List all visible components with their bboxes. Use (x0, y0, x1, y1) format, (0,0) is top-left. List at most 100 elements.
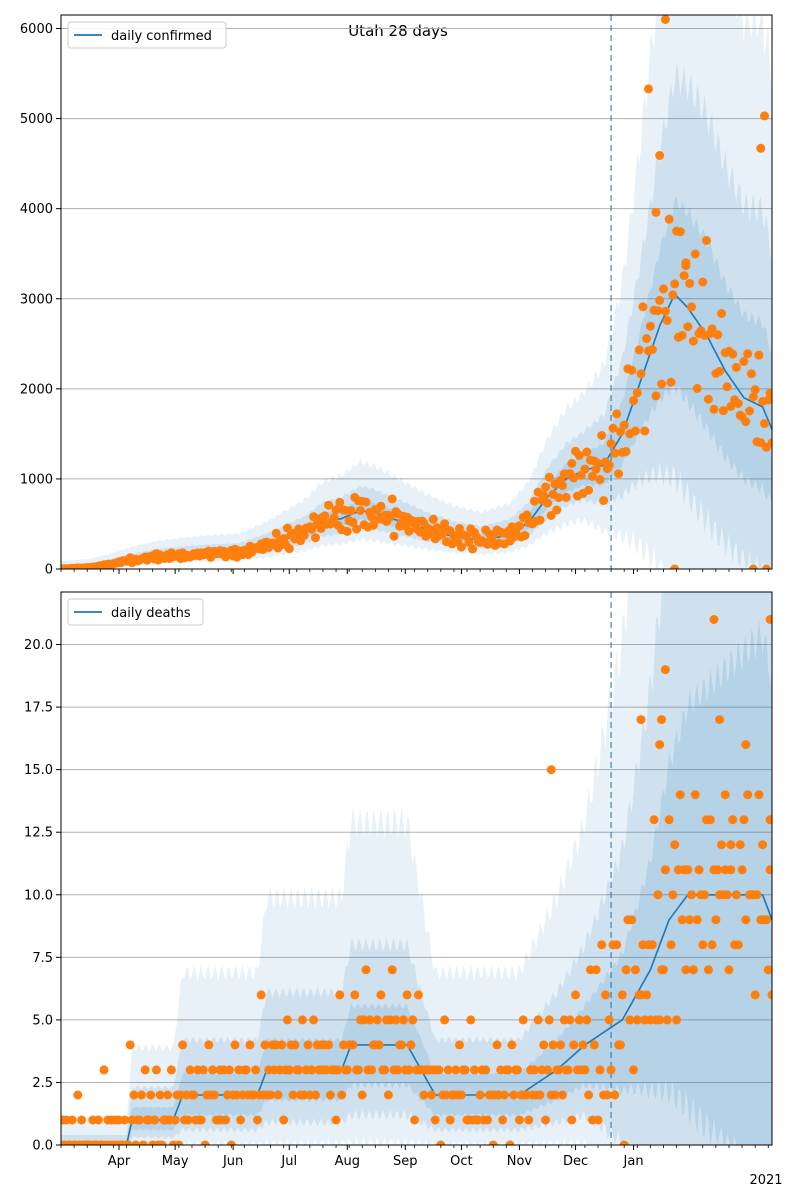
uncertainty-band (61, 62, 772, 569)
observed-point (718, 406, 728, 416)
observed-point (475, 1090, 485, 1100)
observed-point (711, 915, 721, 925)
y-tick-label: 1000 (20, 472, 53, 487)
observed-point (587, 471, 597, 481)
observed-point (309, 1015, 319, 1025)
observed-point (123, 1140, 133, 1145)
observed-point (677, 330, 687, 340)
observed-point (655, 295, 665, 305)
observed-point (739, 357, 749, 366)
observed-point (655, 740, 665, 750)
observed-point (657, 715, 667, 725)
observed-point (185, 1065, 195, 1075)
observed-point (251, 1065, 261, 1075)
observed-point (455, 1040, 464, 1050)
x-tick-label: Jun (222, 1154, 243, 1169)
x-tick-label: Aug (335, 1154, 360, 1169)
model-line (61, 893, 772, 1145)
observed-point (660, 15, 670, 24)
observed-point (670, 840, 680, 850)
y-tick-label: 5000 (20, 112, 53, 127)
observed-point (460, 1065, 470, 1075)
observed-point (629, 396, 638, 406)
observed-point (129, 1090, 139, 1100)
observed-point (737, 865, 747, 875)
observed-point (707, 940, 717, 950)
observed-point (595, 1065, 605, 1075)
observed-point (687, 302, 696, 312)
deaths-chart-panel: 0.0 2.5 5.0 7.5 10.0 12.5 15.0 17.5 20.0 Apr May Ju… (24, 591, 773, 1169)
x-axis-year-label: 2021 (749, 1173, 782, 1188)
observed-point (756, 143, 766, 153)
observed-point (166, 1065, 176, 1075)
observed-point (683, 322, 693, 332)
observed-point (700, 890, 710, 900)
observed-point (698, 277, 708, 287)
observed-point (297, 1015, 307, 1025)
observed-point (664, 815, 674, 825)
observed-point (556, 1040, 566, 1050)
observed-point (520, 531, 530, 540)
observed-point (715, 715, 725, 725)
observed-point (348, 1040, 358, 1050)
observed-point (569, 1040, 579, 1050)
observed-point (93, 1115, 103, 1125)
observed-point (436, 1140, 446, 1145)
observed-point (642, 334, 652, 343)
observed-point (335, 497, 345, 507)
x-tick-label: Jul (280, 1154, 297, 1169)
observed-point (599, 496, 609, 505)
observed-point (402, 990, 412, 1000)
observed-point (443, 1065, 453, 1075)
y-tick-label: 20.0 (24, 638, 53, 653)
observed-point (155, 1090, 165, 1100)
observed-point (350, 990, 360, 1000)
observed-point (630, 426, 640, 436)
observed-point (331, 1115, 341, 1125)
observed-point (726, 840, 736, 850)
observed-point (619, 1140, 629, 1145)
observed-point (260, 1040, 270, 1050)
observed-point (331, 505, 341, 515)
observed-point (670, 564, 680, 569)
observed-point (735, 840, 745, 850)
observed-point (554, 493, 564, 503)
observed-point (507, 1040, 517, 1050)
observed-point (543, 1065, 552, 1075)
observed-point (584, 485, 594, 495)
observed-point (597, 940, 607, 950)
observed-point (580, 464, 590, 474)
observed-point (690, 790, 700, 800)
observed-point (767, 990, 772, 1000)
observed-point (509, 1090, 519, 1100)
observed-point (380, 1065, 390, 1075)
observed-point (303, 1040, 313, 1050)
observed-point (67, 1115, 77, 1125)
observed-point (722, 382, 732, 392)
observed-point (760, 111, 769, 121)
observed-point (702, 236, 711, 245)
x-tick-label: Jan (623, 1154, 644, 1169)
observed-point (406, 1040, 416, 1050)
plot-area (61, 592, 772, 1145)
observed-point (367, 1065, 377, 1075)
observed-point (535, 1090, 545, 1100)
observed-point (524, 1115, 534, 1125)
observed-point (518, 1015, 528, 1025)
observed-point (569, 473, 579, 483)
observed-point (554, 1065, 564, 1075)
y-tick-label: 5.0 (32, 1013, 53, 1028)
observed-point (750, 385, 760, 395)
observed-point (612, 940, 622, 950)
observed-point (357, 1090, 367, 1100)
observed-point (593, 458, 603, 468)
observed-point (256, 990, 266, 1000)
y-tick-label: 4000 (20, 202, 53, 217)
observed-point (224, 1065, 234, 1075)
observed-point (754, 790, 764, 800)
observed-point (743, 349, 753, 359)
observed-point (698, 940, 708, 950)
observed-point (672, 1015, 682, 1025)
observed-point (514, 521, 524, 531)
observed-point (367, 512, 377, 522)
